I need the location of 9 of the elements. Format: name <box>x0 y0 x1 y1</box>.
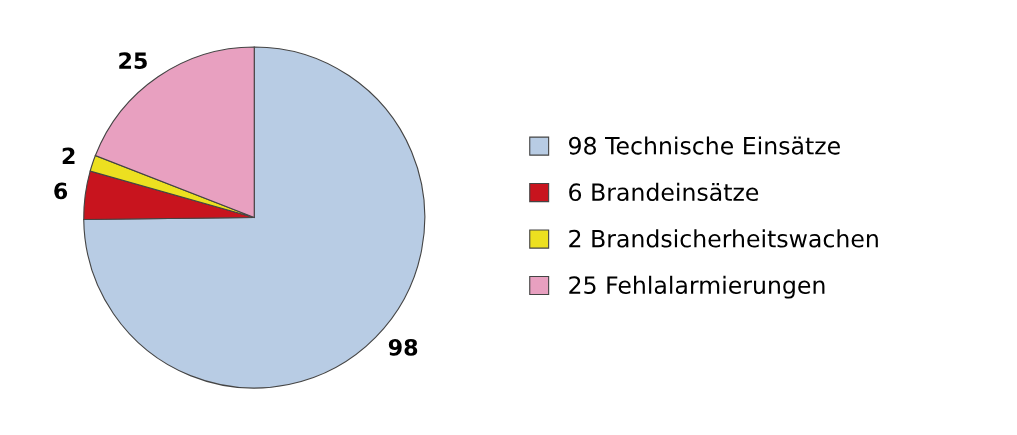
data-label: 25 <box>119 52 147 70</box>
legend-label: 25 Fehlalarmierungen <box>569 275 825 299</box>
pie-slice <box>83 46 426 389</box>
data-label: 6 <box>54 182 68 200</box>
legend-label: 98 Technische Einsätze <box>569 136 840 155</box>
data-label: 98 <box>388 338 418 356</box>
legend-label: 6 Brandeinsätze <box>569 182 759 202</box>
data-label: 2 <box>62 147 75 164</box>
legend-label: 2 Brandsicherheitswachen <box>569 229 878 248</box>
